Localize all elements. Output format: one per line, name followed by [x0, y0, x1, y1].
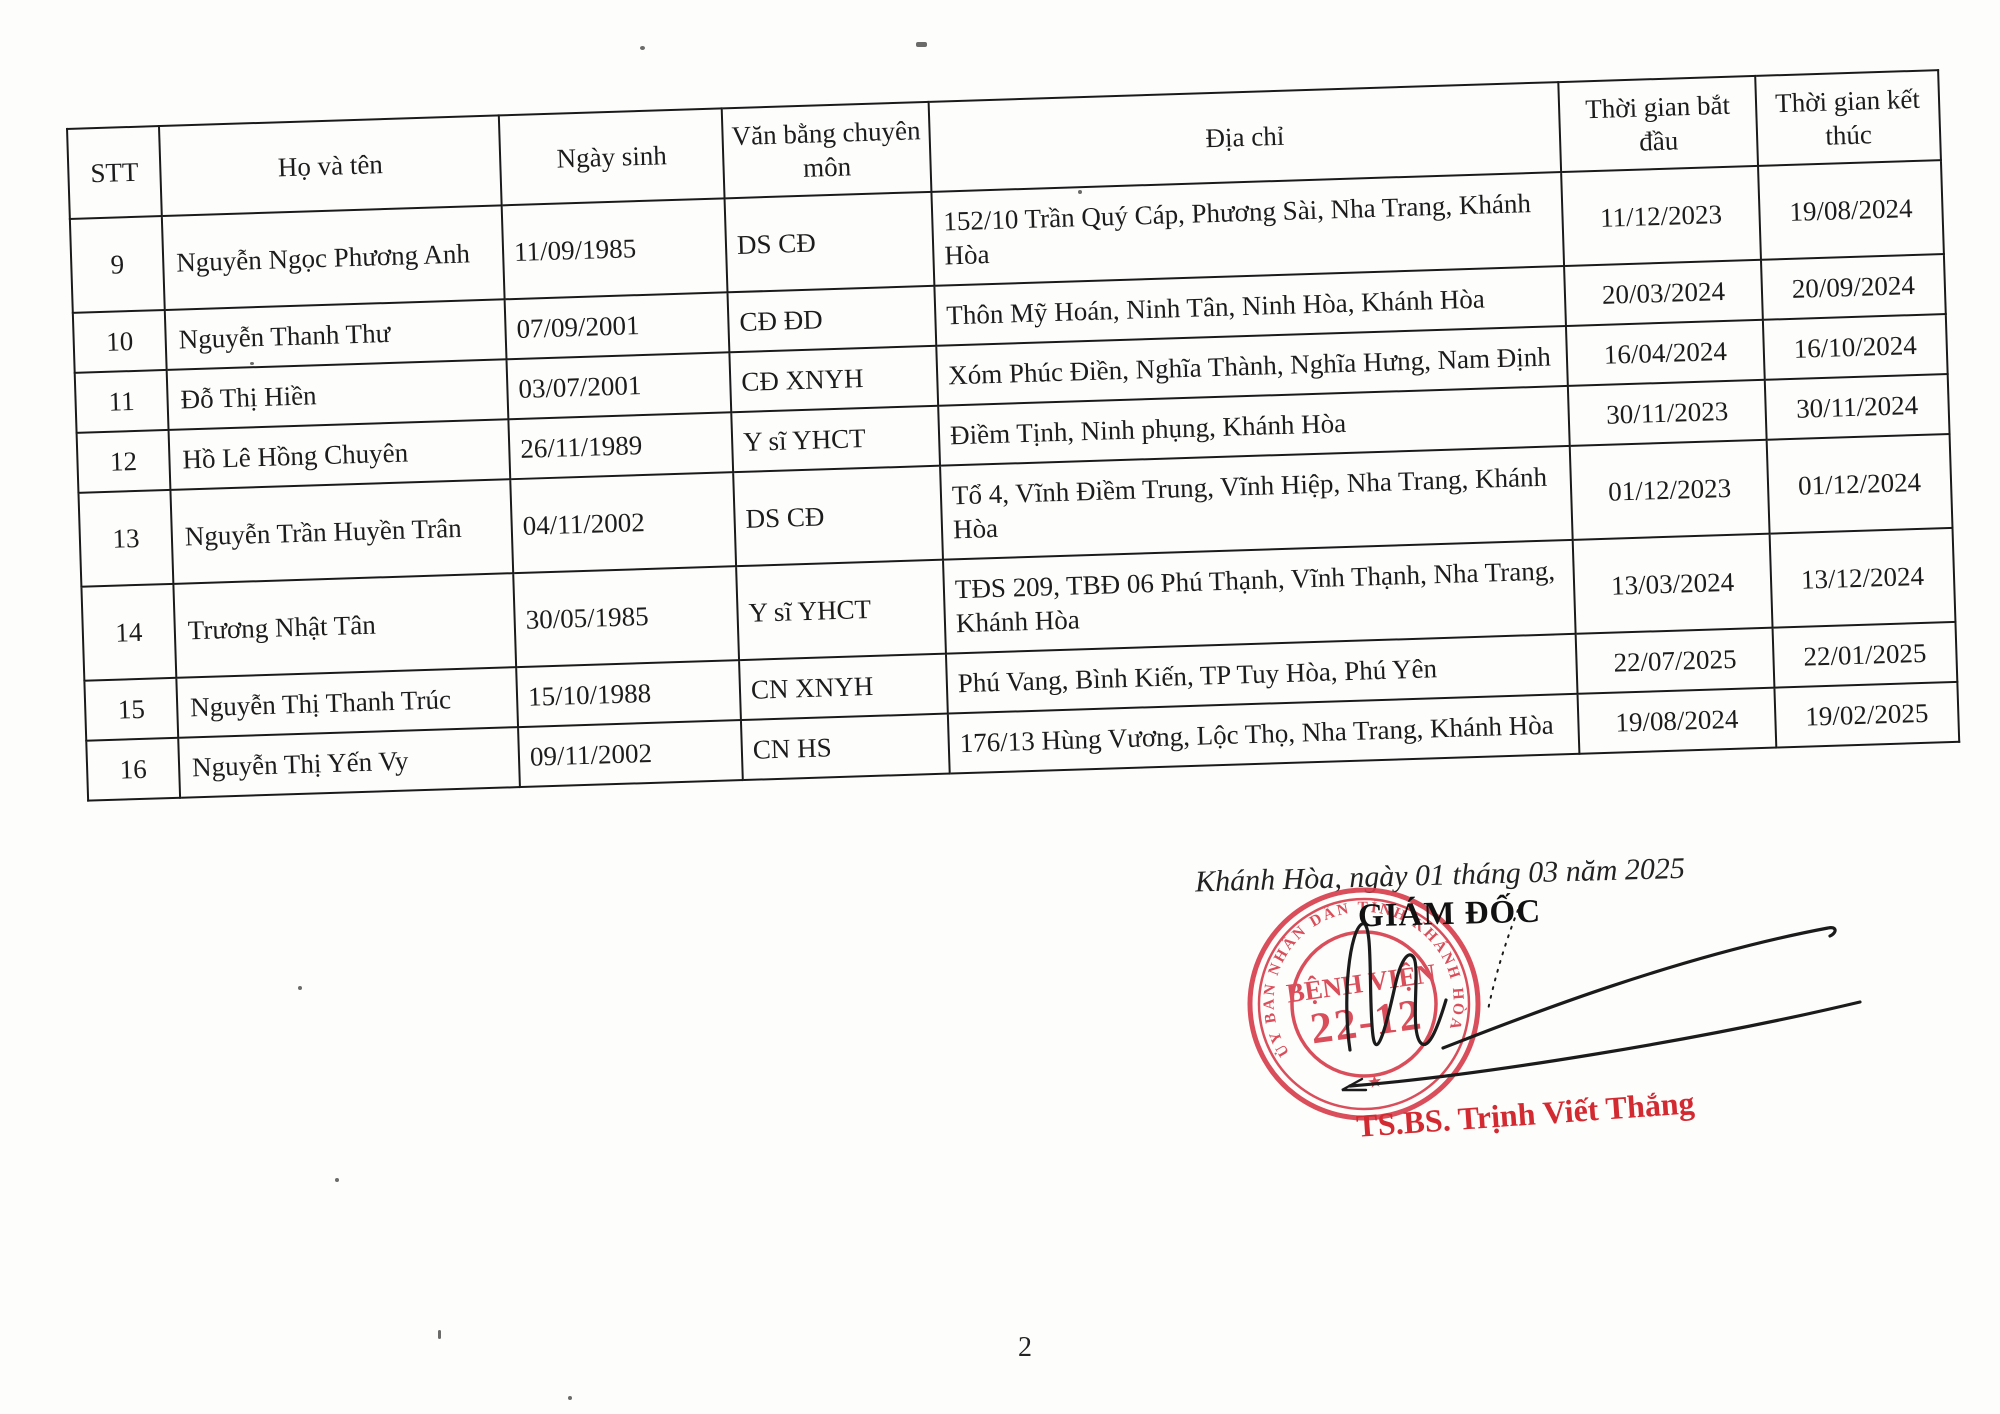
stamp-star-icon: ★	[1366, 1071, 1384, 1092]
cell-name: Nguyễn Trần Huyền Trân	[170, 479, 514, 584]
cell-start: 19/08/2024	[1577, 687, 1777, 754]
scan-speck	[335, 1178, 339, 1182]
cell-start: 16/04/2024	[1565, 319, 1765, 386]
cell-stt: 10	[72, 309, 167, 373]
cell-end: 13/12/2024	[1769, 527, 1956, 628]
cell-dob: 15/10/1988	[516, 660, 741, 728]
cell-degree: CĐ XNYH	[729, 345, 939, 413]
cell-end: 22/01/2025	[1772, 621, 1958, 688]
cell-name: Hồ Lê Hồng Chuyên	[168, 419, 511, 490]
scan-speck	[1078, 190, 1082, 194]
scan-speck	[640, 46, 645, 50]
cell-degree: CN XNYH	[739, 653, 948, 721]
table-body: 9 Nguyễn Ngọc Phương Anh 11/09/1985 DS CĐ 15…	[69, 160, 1960, 801]
header-cell: Họ và tên	[158, 115, 502, 217]
cell-start: 13/03/2024	[1572, 533, 1773, 634]
cell-name: Nguyễn Thị Thanh Trúc	[176, 667, 519, 738]
page-number: 2	[1018, 1332, 1032, 1363]
cell-degree: CN HS	[740, 713, 950, 781]
cell-stt: 15	[84, 677, 179, 741]
cell-degree: Y sĩ YHCT	[736, 559, 946, 661]
cell-end: 16/10/2024	[1762, 314, 1948, 380]
cell-stt: 13	[78, 489, 174, 587]
cell-degree: DS CĐ	[724, 191, 935, 293]
scan-speck	[438, 1330, 441, 1339]
cell-name: Nguyễn Ngọc Phương Anh	[161, 205, 505, 310]
cell-name: Trương Nhật Tân	[173, 573, 517, 678]
cell-name: Nguyễn Thanh Thư	[164, 299, 507, 370]
cell-dob: 03/07/2001	[506, 352, 732, 420]
cell-dob: 04/11/2002	[510, 472, 737, 574]
cell-end: 20/09/2024	[1760, 254, 1946, 320]
cell-dob: 26/11/1989	[508, 412, 734, 480]
cell-dob: 11/09/1985	[501, 198, 728, 300]
scan-speck	[298, 986, 302, 990]
header-cell: Ngày sinh	[498, 108, 725, 206]
cell-stt: 14	[81, 583, 177, 681]
cell-end: 01/12/2024	[1766, 433, 1953, 534]
cell-end: 30/11/2024	[1764, 374, 1950, 440]
cell-start: 22/07/2025	[1575, 627, 1775, 694]
cell-degree: CĐ ĐD	[727, 285, 937, 353]
scan-speck	[568, 1396, 572, 1400]
cell-end: 19/08/2024	[1758, 160, 1944, 260]
signer-title: GIÁM ĐỐC	[1357, 893, 1542, 935]
cell-end: 19/02/2025	[1774, 681, 1960, 748]
cell-name: Đỗ Thị Hiền	[166, 359, 509, 430]
header-cell: STT	[67, 126, 162, 219]
cell-degree: Y sĩ YHCT	[731, 405, 941, 473]
cell-name: Nguyễn Thị Yến Vy	[178, 727, 520, 798]
cell-dob: 09/11/2002	[518, 720, 743, 788]
roster-table-wrap: STT Họ và tên Ngày sinh Văn bằng chuyên môn…	[66, 69, 1960, 802]
cell-stt: 16	[86, 737, 181, 801]
cell-start: 01/12/2023	[1569, 439, 1770, 540]
cell-degree: DS CĐ	[733, 465, 943, 567]
roster-table: STT Họ và tên Ngày sinh Văn bằng chuyên môn…	[66, 69, 1960, 802]
cell-start: 20/03/2024	[1564, 259, 1763, 326]
scan-speck	[916, 42, 927, 47]
cell-dob: 30/05/1985	[513, 566, 740, 668]
cell-dob: 07/09/2001	[504, 292, 730, 360]
header-cell: Thời gian bắt đầu	[1558, 75, 1759, 173]
cell-stt: 9	[69, 216, 165, 313]
cell-stt: 11	[74, 369, 169, 433]
cell-start: 11/12/2023	[1561, 165, 1761, 267]
cell-start: 30/11/2023	[1567, 379, 1767, 446]
header-cell: Văn bằng chuyên môn	[721, 101, 932, 199]
scan-speck	[250, 362, 254, 365]
cell-stt: 12	[76, 429, 171, 493]
hospital-stamp: ỦY BAN NHÂN DÂN TỈNH KHÁNH HÒA BỆNH VIỆN…	[1247, 885, 1481, 1121]
signature	[1341, 909, 1862, 1092]
header-cell: Thời gian kết thúc	[1755, 70, 1941, 166]
